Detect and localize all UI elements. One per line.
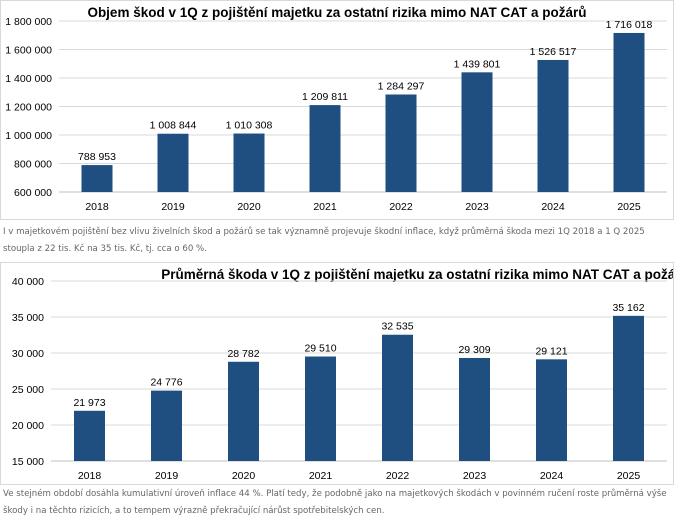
- x-tick-label: 2025: [617, 470, 641, 482]
- data-label: 788 953: [78, 151, 116, 163]
- data-label: 1 010 308: [226, 120, 273, 132]
- data-label: 1 439 801: [454, 58, 501, 70]
- bar: [459, 357, 490, 461]
- x-tick-label: 2021: [309, 470, 333, 482]
- data-label: 32 535: [381, 321, 413, 333]
- bar: [461, 72, 493, 192]
- x-tick-label: 2025: [617, 201, 641, 213]
- y-tick-label: 30 000: [12, 348, 44, 360]
- bar: [81, 165, 113, 192]
- bar: [382, 334, 413, 461]
- bar: [613, 315, 644, 461]
- y-tick-label: 40 000: [12, 276, 44, 288]
- y-tick-label: 20 000: [12, 420, 44, 432]
- bar: [536, 359, 567, 461]
- y-tick-label: 15 000: [12, 456, 44, 468]
- x-tick-label: 2019: [161, 201, 185, 213]
- average-claim-chart: Průměrná škoda v 1Q z pojištění majetku …: [0, 262, 674, 485]
- claims-volume-chart: Objem škod v 1Q z pojištění majetku za o…: [0, 0, 674, 220]
- y-tick-label: 800 000: [14, 159, 52, 171]
- data-label: 1 008 844: [150, 120, 197, 132]
- bar: [385, 94, 417, 192]
- y-tick-label: 1 200 000: [5, 102, 52, 114]
- data-label: 29 309: [458, 344, 490, 356]
- x-tick-label: 2023: [463, 470, 487, 482]
- caption-cumulative-inflation: Ve stejném období dosáhla kumulativní úr…: [3, 489, 667, 516]
- y-tick-label: 1 800 000: [5, 16, 52, 28]
- x-tick-label: 2022: [386, 470, 410, 482]
- y-tick-label: 600 000: [14, 187, 52, 199]
- data-label: 21 973: [73, 397, 105, 409]
- x-tick-label: 2024: [540, 470, 564, 482]
- y-tick-label: 1 400 000: [5, 73, 52, 85]
- bar: [233, 133, 265, 192]
- bar: [228, 361, 259, 461]
- x-tick-label: 2020: [237, 201, 261, 213]
- bar: [537, 59, 569, 192]
- x-tick-label: 2023: [465, 201, 489, 213]
- y-tick-label: 1 600 000: [5, 45, 52, 57]
- average-claim-chart-svg: Průměrná škoda v 1Q z pojištění majetku …: [12, 267, 673, 482]
- data-label: 29 510: [304, 343, 336, 355]
- bar: [305, 356, 336, 461]
- x-tick-label: 2019: [155, 470, 179, 482]
- y-tick-label: 35 000: [12, 312, 44, 324]
- caption-inflation-growth: I v majetkovém pojištění bez vlivu živel…: [3, 227, 645, 254]
- data-label: 29 121: [535, 345, 567, 357]
- y-tick-label: 25 000: [12, 384, 44, 396]
- data-label: 35 162: [612, 302, 644, 314]
- data-label: 1 526 517: [530, 46, 577, 58]
- data-label: 28 782: [227, 348, 259, 360]
- bar: [74, 410, 105, 461]
- bar: [157, 133, 189, 192]
- x-tick-label: 2021: [313, 201, 337, 213]
- x-tick-label: 2020: [232, 470, 256, 482]
- x-tick-label: 2022: [389, 201, 413, 213]
- y-tick-label: 1 000 000: [5, 130, 52, 142]
- bar: [613, 32, 645, 192]
- bar: [151, 390, 182, 461]
- data-label: 1 716 018: [606, 19, 653, 31]
- data-label: 1 209 811: [302, 91, 348, 103]
- chart-title: Průměrná škoda v 1Q z pojištění majetku …: [161, 267, 673, 282]
- bar: [309, 105, 341, 192]
- data-label: 24 776: [150, 377, 182, 389]
- x-tick-label: 2018: [85, 201, 109, 213]
- data-label: 1 284 297: [378, 80, 425, 92]
- chart-title: Objem škod v 1Q z pojištění majetku za o…: [87, 5, 586, 20]
- x-tick-label: 2018: [78, 470, 102, 482]
- x-tick-label: 2024: [541, 201, 565, 213]
- claims-volume-chart-svg: Objem škod v 1Q z pojištění majetku za o…: [5, 5, 667, 213]
